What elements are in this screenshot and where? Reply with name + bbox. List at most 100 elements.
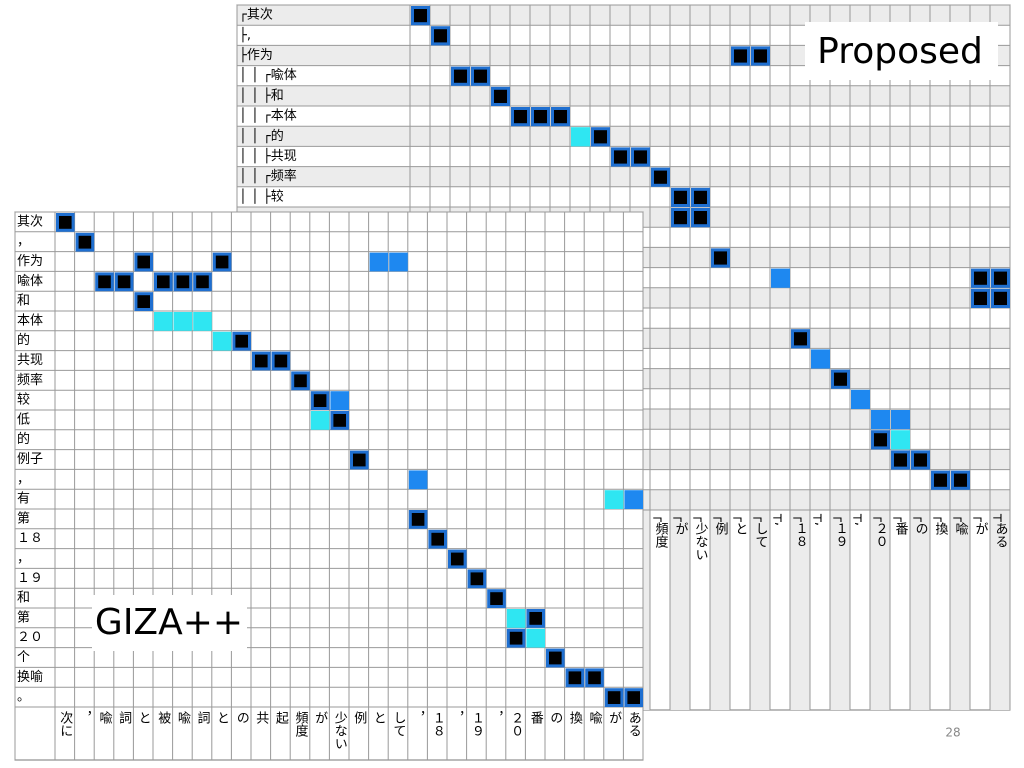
col-label: 起	[273, 711, 289, 725]
alignment-sure	[614, 150, 627, 164]
alignment-sure	[568, 671, 582, 685]
alignment-sure	[714, 251, 727, 265]
alignment-sure	[353, 453, 366, 467]
alignment-blue	[330, 391, 349, 410]
col-label: が	[312, 711, 328, 724]
alignment-blue	[851, 389, 870, 409]
col-label: ┌１９	[833, 514, 848, 548]
alignment-sure	[255, 354, 268, 368]
col-label: 換	[567, 711, 583, 725]
col-label: ┌例	[713, 514, 729, 536]
col-label: ┌頻度	[653, 514, 669, 548]
row-label: ２０	[17, 630, 43, 645]
col-label: 詞	[116, 711, 132, 724]
alignment-blue	[891, 410, 910, 430]
proposed-title: Proposed	[817, 31, 983, 72]
col-stripe	[790, 510, 810, 710]
col-label: と	[214, 711, 229, 724]
row-label: │ │ ┌的	[239, 127, 284, 144]
alignment-sure	[451, 552, 464, 566]
row-label: 。	[17, 690, 30, 705]
alignment-sure	[137, 255, 150, 269]
row-label: ，	[17, 234, 30, 249]
col-label: ┌換	[933, 514, 949, 536]
alignment-sure	[235, 334, 248, 348]
giza-title: GIZA++	[95, 602, 243, 643]
alignment-sure	[974, 271, 987, 285]
alignment-sure	[474, 69, 487, 83]
col-label: ┌の	[913, 514, 928, 535]
row-label: 作为	[17, 254, 43, 269]
alignment-sure	[674, 190, 687, 204]
row-label: 有	[17, 492, 30, 507]
alignment-possible	[526, 628, 545, 648]
alignment-sure	[634, 150, 647, 164]
col-label: ┌２０	[873, 514, 888, 548]
col-label: ┌と	[733, 514, 748, 535]
alignment-blue	[771, 268, 790, 288]
alignment-sure	[529, 612, 542, 625]
col-stripe	[870, 510, 890, 710]
col-label: ，	[410, 711, 425, 724]
alignment-sure	[794, 332, 807, 346]
row-label: 第	[17, 610, 30, 625]
alignment-sure	[431, 532, 444, 546]
col-label: が	[606, 711, 622, 724]
alignment-possible	[173, 312, 193, 331]
alignment-sure	[117, 275, 131, 289]
col-label: 次に	[57, 710, 73, 737]
alignment-blue	[369, 252, 389, 272]
alignment-blue	[624, 490, 643, 509]
col-label: ┌が	[673, 514, 689, 535]
col-label: 少ない	[332, 711, 348, 750]
alignment-sure	[196, 275, 209, 289]
alignment-sure	[78, 235, 92, 249]
col-stripe	[710, 510, 730, 710]
alignment-possible	[154, 312, 173, 331]
col-label: 番	[528, 711, 544, 725]
alignment-sure	[98, 275, 111, 289]
col-label: 喩	[587, 711, 603, 724]
col-label: ，	[449, 711, 464, 724]
alignment-sure	[494, 89, 507, 103]
alignment-sure	[434, 29, 447, 43]
row-label: ├作为	[239, 46, 273, 63]
row-label: │ │ ┌喩体	[239, 66, 297, 83]
alignment-sure	[607, 691, 621, 704]
alignment-sure	[534, 110, 547, 124]
row-label: 较	[17, 393, 30, 408]
alignment-sure	[294, 374, 307, 388]
col-label: 喩	[97, 711, 113, 724]
col-stripe	[670, 510, 690, 710]
alignment-possible	[310, 411, 330, 430]
alignment-blue	[811, 349, 830, 369]
col-label: ┬,	[853, 513, 868, 526]
alignment-sure	[137, 295, 150, 308]
alignment-sure	[411, 513, 425, 526]
col-stripe	[830, 510, 850, 710]
alignment-sure	[754, 49, 767, 63]
alignment-blue	[389, 252, 408, 272]
alignment-blue	[408, 470, 428, 490]
giza-matrix: 其次，作为喩体和本体的共现频率较低的例子，有第１８，１９和第２０个换喻。次に，喩…	[14, 211, 644, 761]
col-label: ，	[77, 711, 92, 724]
alignment-sure	[594, 130, 607, 144]
row-label: 频率	[17, 372, 43, 388]
col-label: して	[391, 711, 406, 737]
alignment-sure	[627, 691, 640, 704]
giza-label-box	[92, 595, 247, 651]
alignment-sure	[215, 255, 229, 269]
alignment-sure	[834, 372, 847, 386]
alignment-sure	[470, 572, 484, 586]
row-label: １９	[17, 571, 43, 586]
alignment-sure	[509, 631, 523, 645]
alignment-possible	[506, 609, 526, 628]
col-label: ┬,	[813, 513, 828, 526]
col-label: ┌して	[753, 514, 768, 548]
col-stripe	[990, 510, 1010, 710]
col-label: ２０	[508, 711, 523, 737]
row-label: │ │ ┌本体	[239, 107, 297, 124]
row-label: ，	[17, 472, 30, 487]
row-label: 和	[17, 294, 30, 309]
